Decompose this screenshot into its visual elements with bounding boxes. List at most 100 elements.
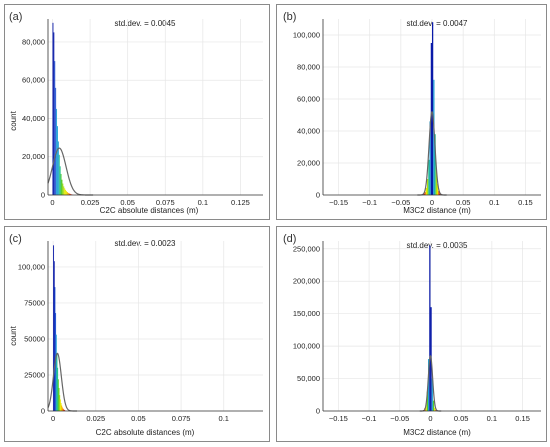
histogram-bar	[439, 193, 441, 195]
histogram-bar	[427, 179, 429, 195]
x-tick-label: 0.125	[231, 198, 250, 207]
histogram-bar	[53, 32, 55, 196]
x-tick-label: 0.1	[198, 198, 208, 207]
histogram-bar	[62, 408, 64, 411]
histogram-bar	[54, 287, 56, 411]
y-tick-label: 60,000	[22, 76, 45, 85]
y-tick-label: 60,000	[297, 95, 320, 104]
x-tick-label: 0.025	[81, 198, 100, 207]
histogram-bar	[429, 245, 431, 411]
y-tick-label: 25000	[24, 370, 45, 379]
panel-label: (a)	[9, 11, 22, 23]
x-tick-label: 0.075	[156, 198, 175, 207]
histogram-bar	[436, 183, 439, 195]
x-tick-label: 0.05	[131, 414, 146, 423]
histogram-bar	[432, 400, 435, 411]
chart-title: std.dev. = 0.0023	[114, 239, 176, 248]
x-axis-label: M3C2 distance (m)	[403, 206, 471, 215]
y-tick-label: 20,000	[22, 152, 45, 161]
chart-panel-c: (c) std.dev. = 0.0023 0 0.025 0.05 0.075 0.1…	[4, 226, 270, 442]
x-axis-label: C2C absolute distances (m)	[96, 428, 195, 437]
y-tick-label: 0	[41, 191, 45, 200]
histogram-bar	[61, 179, 63, 195]
x-tick-label: −0.05	[390, 414, 409, 423]
x-tick-label: 0.1	[487, 414, 497, 423]
histogram-bar	[432, 22, 434, 196]
x-tick-label: 0.15	[518, 198, 533, 207]
histogram-bar	[423, 194, 425, 195]
histogram-bar	[68, 193, 70, 195]
y-tick-label: 40,000	[22, 114, 45, 123]
y-tick-label: 150,000	[293, 309, 320, 318]
histogram-bar	[53, 245, 55, 411]
histogram-bar	[52, 22, 54, 196]
y-tick-label: 100,000	[293, 342, 320, 351]
histogram-bar	[58, 154, 60, 195]
fit-curve	[47, 352, 78, 412]
x-tick-label: 0.05	[454, 414, 469, 423]
histogram-bar	[62, 183, 64, 195]
histogram-bar	[66, 192, 68, 195]
histogram-bar	[67, 192, 69, 195]
x-tick-label: 0.05	[456, 198, 471, 207]
x-tick-label: 0	[51, 414, 55, 423]
y-axis-label: count	[9, 325, 18, 345]
y-tick-label: 40,000	[297, 127, 320, 136]
x-tick-label: 0	[430, 198, 434, 207]
histogram-bar	[61, 405, 63, 411]
histogram-bar	[63, 409, 65, 411]
histogram-bar	[425, 187, 428, 195]
histogram-bar	[61, 407, 63, 411]
x-tick-label: 0.1	[489, 198, 499, 207]
x-tick-label: −0.15	[329, 198, 348, 207]
histogram-bar	[59, 395, 61, 411]
x-tick-label: −0.1	[362, 198, 377, 207]
histogram-bar	[69, 193, 71, 195]
chart-title: std.dev. = 0.0045	[114, 19, 176, 28]
histogram-bar	[57, 367, 59, 411]
chart-panel-a: (a) std.dev. = 0.0045 0 0.025 0.05 0.075 0.1…	[4, 4, 270, 220]
histogram-bar	[57, 126, 58, 195]
histogram-bar	[54, 61, 56, 195]
chart-d-svg: (d) std.dev. = 0.0035 −0.15 −0.1 −0.05 0 0.0…	[283, 233, 541, 437]
histogram-bar	[60, 173, 62, 195]
chart-b-svg: (b) std.dev. = 0.0047 −0.15 −0.1 −0.05 0 0.0…	[283, 11, 541, 215]
panel-label: (d)	[283, 233, 296, 245]
x-axis-label: M3C2 distance (m)	[403, 428, 471, 437]
x-tick-label: 0	[428, 414, 432, 423]
y-tick-label: 200,000	[293, 277, 320, 286]
histogram-bar	[426, 391, 429, 411]
histogram-bar	[435, 410, 437, 411]
x-tick-label: −0.05	[391, 198, 410, 207]
y-tick-label: 80,000	[22, 37, 45, 46]
y-tick-label: 50,000	[297, 374, 320, 383]
histogram-bar	[57, 379, 59, 411]
histogram-bar	[433, 79, 435, 195]
chart-title: std.dev. = 0.0047	[406, 19, 468, 28]
x-tick-label: 0.025	[86, 414, 105, 423]
x-tick-label: 0.15	[515, 414, 530, 423]
histogram-bar	[64, 410, 65, 411]
histogram-bar	[429, 121, 431, 195]
x-tick-label: −0.1	[362, 414, 377, 423]
x-axis-label: C2C absolute distances (m)	[100, 206, 199, 215]
chart-title: std.dev. = 0.0035	[406, 241, 468, 250]
y-tick-label: 75000	[24, 298, 45, 307]
panel-label: (c)	[9, 233, 22, 245]
histogram-bar	[434, 407, 436, 411]
y-tick-label: 100,000	[18, 262, 45, 271]
panel-label: (b)	[283, 11, 296, 23]
chart-c-svg: (c) std.dev. = 0.0023 0 0.025 0.05 0.075 0.1…	[9, 233, 263, 437]
histogram-bar	[425, 403, 427, 411]
y-tick-label: 250,000	[293, 244, 320, 253]
histogram-bar	[434, 134, 436, 195]
chart-panel-d: (d) std.dev. = 0.0035 −0.15 −0.1 −0.05 0 0.0…	[276, 226, 547, 442]
histogram-bar	[438, 191, 440, 195]
histogram-bar	[428, 359, 430, 411]
y-tick-label: 0	[316, 407, 320, 416]
y-tick-label: 100,000	[293, 31, 320, 40]
x-tick-label: −0.15	[329, 414, 348, 423]
histogram-bar	[53, 261, 55, 411]
chart-panel-b: (b) std.dev. = 0.0047 −0.15 −0.1 −0.05 0 0.0…	[276, 4, 547, 220]
histogram-bar	[59, 166, 61, 195]
